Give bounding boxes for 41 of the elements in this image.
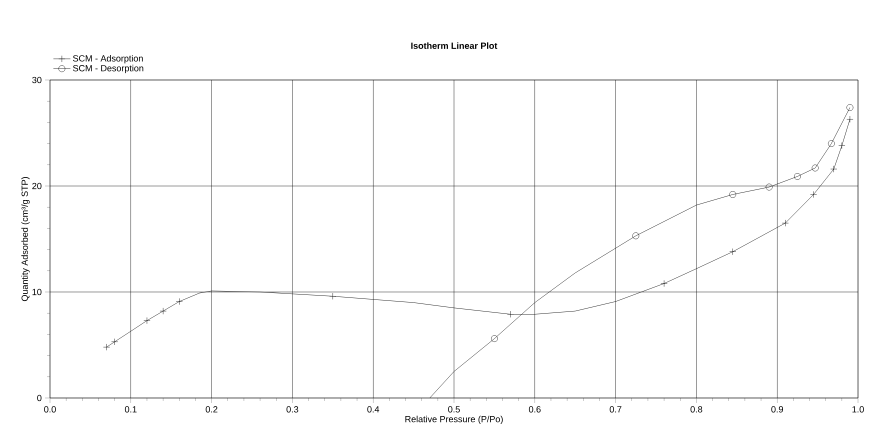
point — [812, 164, 819, 172]
point — [176, 298, 183, 305]
point — [782, 220, 789, 226]
point — [329, 292, 336, 300]
y-tick-label: 30 — [32, 76, 42, 84]
point — [830, 166, 838, 172]
x-tick-label: 0.3 — [286, 406, 298, 413]
point — [838, 142, 846, 150]
x-tick-label: 1.0 — [852, 406, 864, 413]
point — [660, 280, 668, 287]
legend-label: SCM - Adsorption — [72, 54, 143, 64]
x-tick-label: 0.4 — [367, 406, 380, 413]
point — [794, 173, 801, 180]
point — [111, 338, 118, 346]
x-tick-label: 0.9 — [771, 406, 784, 413]
point — [729, 248, 736, 256]
point — [144, 317, 150, 324]
point — [103, 344, 110, 351]
point — [491, 335, 498, 342]
point — [632, 232, 640, 240]
point — [828, 140, 835, 147]
x-tick-label: 0.5 — [448, 406, 460, 413]
legend-label: SCM - Desorption — [72, 64, 144, 74]
y-tick-label: 20 — [32, 182, 42, 190]
y-axis-title: Quantity Adsorbed (cm³/g STP) — [21, 177, 30, 302]
point — [846, 104, 854, 111]
point — [846, 116, 854, 123]
x-tick-label: 0.0 — [44, 406, 56, 413]
x-tick-label: 0.6 — [528, 406, 541, 413]
x-tick-label: 0.7 — [610, 406, 622, 413]
x-axis-title: Relative Pressure (P/Po) — [405, 416, 503, 424]
x-tick-label: 0.1 — [124, 406, 137, 413]
chart-title: Isotherm Linear Plot — [411, 42, 498, 49]
point — [160, 308, 167, 314]
x-tick-label: 0.2 — [206, 406, 218, 413]
point — [729, 191, 736, 198]
point — [810, 191, 817, 198]
point — [766, 184, 773, 190]
y-tick-label: 0 — [37, 394, 42, 402]
x-tick-label: 0.8 — [690, 406, 702, 413]
y-tick-label: 10 — [32, 288, 42, 296]
